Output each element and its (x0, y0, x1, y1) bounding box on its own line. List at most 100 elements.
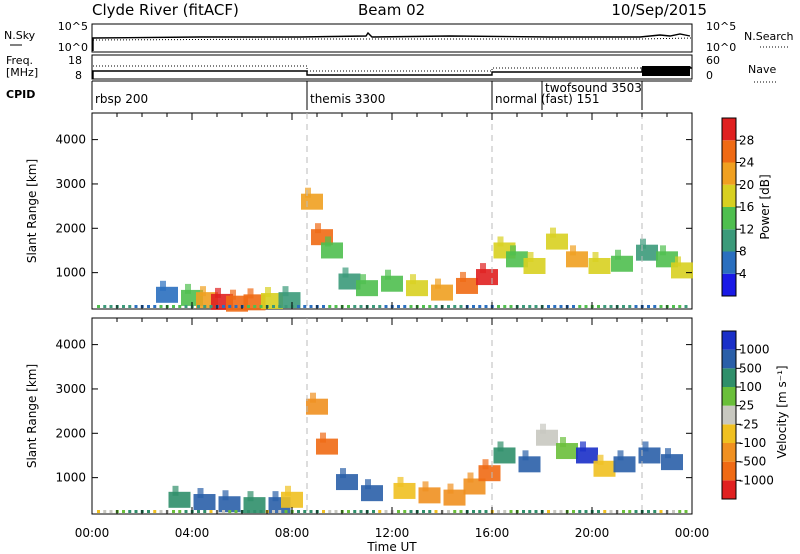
colorbar-swatch (722, 118, 736, 141)
heatmap-cell (570, 245, 576, 256)
power-data-cells (97, 187, 693, 312)
heatmap-cell (671, 262, 693, 279)
heatmap-cell (480, 263, 486, 274)
heatmap-cell (259, 305, 263, 308)
heatmap-cell (322, 305, 325, 308)
heatmap-cell (247, 510, 250, 513)
power-ylabel: Slant Range [km] (25, 159, 39, 263)
heatmap-cell (453, 510, 457, 513)
nsky-tick-top: 10^5 (58, 20, 88, 33)
heatmap-cell (628, 510, 632, 513)
freq-noise-block (642, 66, 690, 76)
heatmap-cell (109, 305, 113, 308)
colorbar-swatch (722, 424, 736, 443)
heatmap-cell (609, 305, 613, 308)
heatmap-cell (615, 249, 621, 260)
heatmap-cell (353, 305, 357, 308)
heatmap-cell (184, 305, 188, 308)
heatmap-cell (550, 227, 556, 238)
heatmap-cell (528, 510, 532, 513)
colorbar-swatch (722, 349, 736, 369)
heatmap-cell (353, 510, 357, 513)
heatmap-cell (456, 277, 478, 294)
heatmap-cell (361, 485, 383, 502)
heatmap-cell (559, 305, 563, 308)
heatmap-cell (547, 305, 550, 308)
time-tick-label: 00:00 (675, 526, 710, 540)
heatmap-cell (509, 305, 513, 308)
heatmap-cell (403, 305, 407, 308)
heatmap-cell (528, 305, 532, 308)
heatmap-cell (617, 450, 624, 461)
heatmap-cell (647, 305, 650, 308)
colorbar-tick-label: 20 (739, 178, 754, 192)
heatmap-cell (356, 280, 378, 297)
heatmap-cell (134, 305, 138, 308)
colorbar-tick-label: 28 (739, 133, 754, 147)
heatmap-cell (459, 510, 463, 513)
heatmap-cell (484, 305, 488, 308)
heatmap-cell (103, 510, 107, 513)
heatmap-cell (597, 510, 600, 513)
heatmap-cell (347, 510, 350, 513)
heatmap-cell (647, 510, 650, 513)
freq-tick-top: 18 (68, 54, 82, 67)
heatmap-cell (309, 510, 313, 513)
heatmap-cell (510, 245, 516, 256)
heatmap-cell (372, 510, 375, 513)
heatmap-cell (97, 305, 100, 308)
heatmap-cell (178, 305, 182, 308)
colorbar-tick-label: 8 (739, 245, 747, 259)
heatmap-cell (172, 305, 175, 308)
heatmap-cell (172, 510, 175, 513)
heatmap-cell (584, 510, 588, 513)
heatmap-cell (472, 510, 475, 513)
heatmap-cell (678, 510, 682, 513)
colorbar-swatch (722, 162, 736, 185)
heatmap-cell (305, 187, 311, 198)
colorbar-tick-label: -25 (739, 417, 759, 431)
colorbar-swatch (722, 251, 736, 274)
heatmap-cell (184, 510, 188, 513)
heatmap-cell (547, 510, 550, 513)
heatmap-cell (634, 305, 638, 308)
velocity-colorbar-title: Velocity [m s⁻¹] (775, 365, 789, 458)
heatmap-cell (185, 283, 191, 294)
summary-panels: N.Sky N.Search Freq. [MHz] Nave CPID 10^… (4, 20, 794, 110)
heatmap-cell (431, 284, 453, 301)
heatmap-cell (484, 510, 488, 513)
cpid-segment-label: themis 3300 (310, 92, 385, 106)
colorbar-swatch (722, 229, 736, 252)
heatmap-cell (328, 510, 332, 513)
heatmap-cell (247, 491, 254, 502)
heatmap-cell (322, 510, 325, 513)
colorbar-swatch (722, 331, 736, 350)
heatmap-cell (397, 510, 400, 513)
header: Clyde River (fitACF) Beam 02 10/Sep/2015 (92, 1, 707, 19)
heatmap-cell (359, 305, 363, 308)
time-tick-label: 04:00 (175, 526, 210, 540)
heatmap-cell (203, 305, 207, 308)
heatmap-cell (478, 510, 482, 513)
heatmap-cell (172, 485, 179, 496)
heatmap-cell (272, 510, 275, 513)
time-tick-label: 20:00 (575, 526, 610, 540)
colorbar-swatch (722, 480, 736, 499)
heatmap-cell (503, 305, 507, 308)
heatmap-cell (553, 510, 557, 513)
heatmap-cell (215, 287, 221, 298)
nsky-tick-bottom: 10^0 (58, 41, 88, 54)
heatmap-cell (478, 305, 482, 308)
heatmap-cell (518, 456, 541, 473)
heatmap-cell (393, 482, 416, 499)
heatmap-cell (203, 510, 207, 513)
heatmap-cell (556, 443, 578, 460)
heatmap-cell (122, 305, 125, 308)
freq-trace (92, 67, 692, 79)
colorbar-swatch (722, 184, 736, 207)
heatmap-cell (328, 305, 332, 308)
heatmap-cell (200, 286, 206, 297)
colorbar-swatch (722, 443, 736, 462)
colorbar-swatch (722, 368, 736, 387)
